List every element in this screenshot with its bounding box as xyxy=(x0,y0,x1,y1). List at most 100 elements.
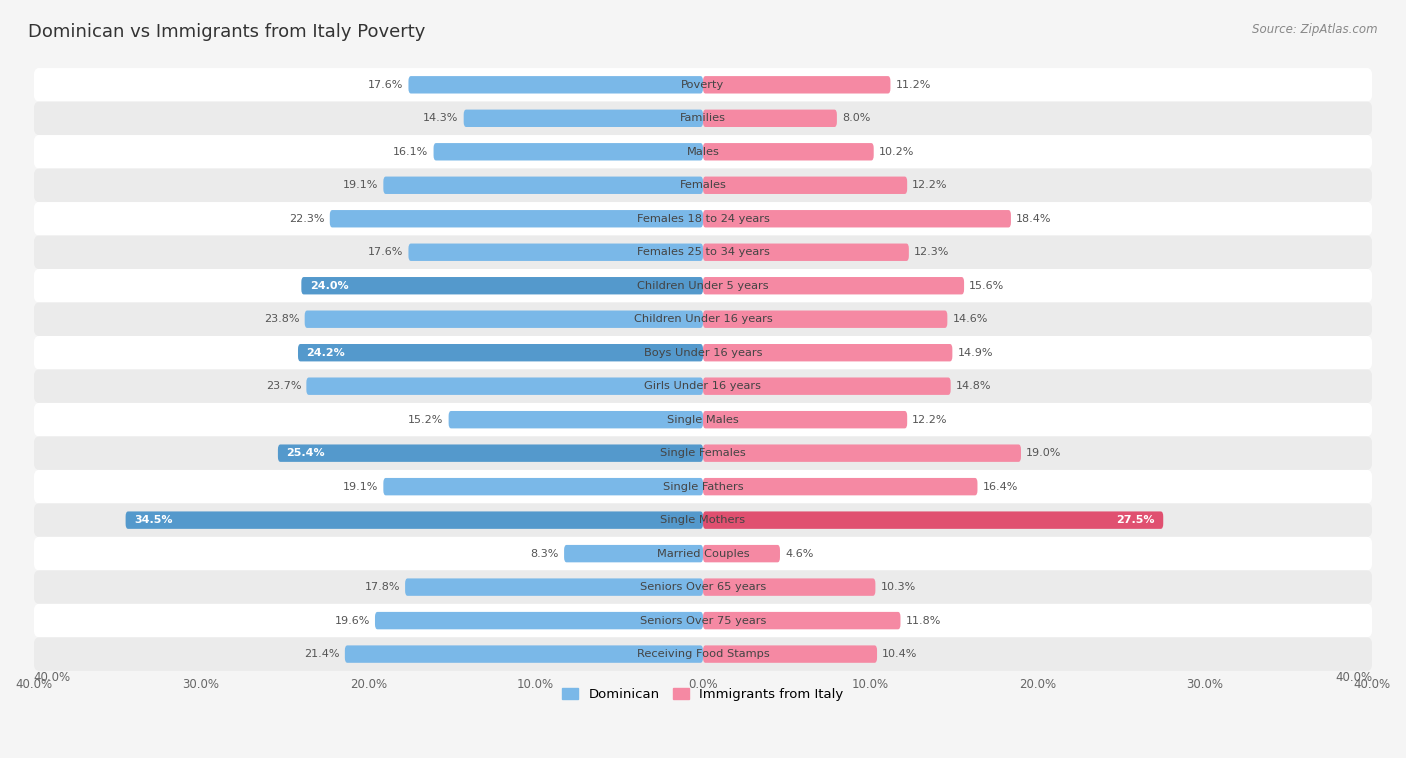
Text: Single Males: Single Males xyxy=(666,415,740,424)
FancyBboxPatch shape xyxy=(703,478,977,496)
Text: 23.8%: 23.8% xyxy=(264,315,299,324)
FancyBboxPatch shape xyxy=(34,604,1372,637)
FancyBboxPatch shape xyxy=(703,377,950,395)
FancyBboxPatch shape xyxy=(278,444,703,462)
FancyBboxPatch shape xyxy=(34,102,1372,135)
FancyBboxPatch shape xyxy=(34,637,1372,671)
Text: 14.3%: 14.3% xyxy=(423,113,458,124)
Text: Children Under 16 years: Children Under 16 years xyxy=(634,315,772,324)
FancyBboxPatch shape xyxy=(34,168,1372,202)
FancyBboxPatch shape xyxy=(703,177,907,194)
Text: 19.6%: 19.6% xyxy=(335,615,370,625)
Legend: Dominican, Immigrants from Italy: Dominican, Immigrants from Italy xyxy=(557,683,849,706)
Text: Children Under 5 years: Children Under 5 years xyxy=(637,280,769,291)
Text: 10.2%: 10.2% xyxy=(879,147,914,157)
Text: 22.3%: 22.3% xyxy=(290,214,325,224)
FancyBboxPatch shape xyxy=(409,76,703,93)
FancyBboxPatch shape xyxy=(34,503,1372,537)
Text: 11.2%: 11.2% xyxy=(896,80,931,89)
FancyBboxPatch shape xyxy=(384,177,703,194)
Text: Males: Males xyxy=(686,147,720,157)
Text: Married Couples: Married Couples xyxy=(657,549,749,559)
FancyBboxPatch shape xyxy=(34,470,1372,503)
FancyBboxPatch shape xyxy=(34,537,1372,570)
FancyBboxPatch shape xyxy=(34,437,1372,470)
Text: Single Fathers: Single Fathers xyxy=(662,481,744,492)
Text: 8.0%: 8.0% xyxy=(842,113,870,124)
FancyBboxPatch shape xyxy=(464,110,703,127)
FancyBboxPatch shape xyxy=(703,344,952,362)
Text: Poverty: Poverty xyxy=(682,80,724,89)
Text: 21.4%: 21.4% xyxy=(304,649,340,659)
FancyBboxPatch shape xyxy=(298,344,703,362)
FancyBboxPatch shape xyxy=(34,236,1372,269)
Text: 27.5%: 27.5% xyxy=(1116,515,1154,525)
Text: 23.7%: 23.7% xyxy=(266,381,301,391)
FancyBboxPatch shape xyxy=(34,369,1372,403)
FancyBboxPatch shape xyxy=(301,277,703,294)
FancyBboxPatch shape xyxy=(305,311,703,328)
FancyBboxPatch shape xyxy=(703,110,837,127)
Text: 11.8%: 11.8% xyxy=(905,615,941,625)
Text: 18.4%: 18.4% xyxy=(1017,214,1052,224)
FancyBboxPatch shape xyxy=(703,612,900,629)
FancyBboxPatch shape xyxy=(125,512,703,529)
FancyBboxPatch shape xyxy=(344,645,703,662)
Text: 24.0%: 24.0% xyxy=(309,280,349,291)
Text: 17.6%: 17.6% xyxy=(368,247,404,257)
FancyBboxPatch shape xyxy=(34,269,1372,302)
Text: 40.0%: 40.0% xyxy=(34,671,70,684)
FancyBboxPatch shape xyxy=(703,277,965,294)
Text: 19.1%: 19.1% xyxy=(343,180,378,190)
Text: 12.3%: 12.3% xyxy=(914,247,949,257)
Text: 16.4%: 16.4% xyxy=(983,481,1018,492)
FancyBboxPatch shape xyxy=(703,578,876,596)
FancyBboxPatch shape xyxy=(703,512,1163,529)
Text: Source: ZipAtlas.com: Source: ZipAtlas.com xyxy=(1253,23,1378,36)
Text: 17.8%: 17.8% xyxy=(364,582,401,592)
Text: 10.3%: 10.3% xyxy=(880,582,915,592)
Text: 8.3%: 8.3% xyxy=(530,549,560,559)
FancyBboxPatch shape xyxy=(34,570,1372,604)
Text: 14.9%: 14.9% xyxy=(957,348,993,358)
Text: Receiving Food Stamps: Receiving Food Stamps xyxy=(637,649,769,659)
FancyBboxPatch shape xyxy=(34,403,1372,437)
FancyBboxPatch shape xyxy=(703,444,1021,462)
FancyBboxPatch shape xyxy=(703,411,907,428)
Text: 15.2%: 15.2% xyxy=(408,415,443,424)
Text: 40.0%: 40.0% xyxy=(1336,671,1372,684)
Text: 16.1%: 16.1% xyxy=(394,147,429,157)
Text: Females 25 to 34 years: Females 25 to 34 years xyxy=(637,247,769,257)
Text: 25.4%: 25.4% xyxy=(287,448,325,458)
Text: 12.2%: 12.2% xyxy=(912,180,948,190)
FancyBboxPatch shape xyxy=(703,143,873,161)
Text: Seniors Over 65 years: Seniors Over 65 years xyxy=(640,582,766,592)
FancyBboxPatch shape xyxy=(409,243,703,261)
Text: 15.6%: 15.6% xyxy=(969,280,1004,291)
Text: Girls Under 16 years: Girls Under 16 years xyxy=(644,381,762,391)
Text: 19.0%: 19.0% xyxy=(1026,448,1062,458)
Text: 12.2%: 12.2% xyxy=(912,415,948,424)
FancyBboxPatch shape xyxy=(703,545,780,562)
FancyBboxPatch shape xyxy=(703,243,908,261)
Text: Dominican vs Immigrants from Italy Poverty: Dominican vs Immigrants from Italy Pover… xyxy=(28,23,426,41)
Text: Seniors Over 75 years: Seniors Over 75 years xyxy=(640,615,766,625)
FancyBboxPatch shape xyxy=(449,411,703,428)
FancyBboxPatch shape xyxy=(564,545,703,562)
FancyBboxPatch shape xyxy=(307,377,703,395)
FancyBboxPatch shape xyxy=(703,645,877,662)
FancyBboxPatch shape xyxy=(703,76,890,93)
Text: Single Mothers: Single Mothers xyxy=(661,515,745,525)
Text: Families: Families xyxy=(681,113,725,124)
Text: 14.6%: 14.6% xyxy=(952,315,988,324)
FancyBboxPatch shape xyxy=(375,612,703,629)
FancyBboxPatch shape xyxy=(433,143,703,161)
Text: 10.4%: 10.4% xyxy=(882,649,918,659)
Text: Females: Females xyxy=(679,180,727,190)
Text: 24.2%: 24.2% xyxy=(307,348,344,358)
Text: 34.5%: 34.5% xyxy=(134,515,173,525)
Text: 19.1%: 19.1% xyxy=(343,481,378,492)
FancyBboxPatch shape xyxy=(34,336,1372,369)
Text: Single Females: Single Females xyxy=(661,448,745,458)
Text: Females 18 to 24 years: Females 18 to 24 years xyxy=(637,214,769,224)
